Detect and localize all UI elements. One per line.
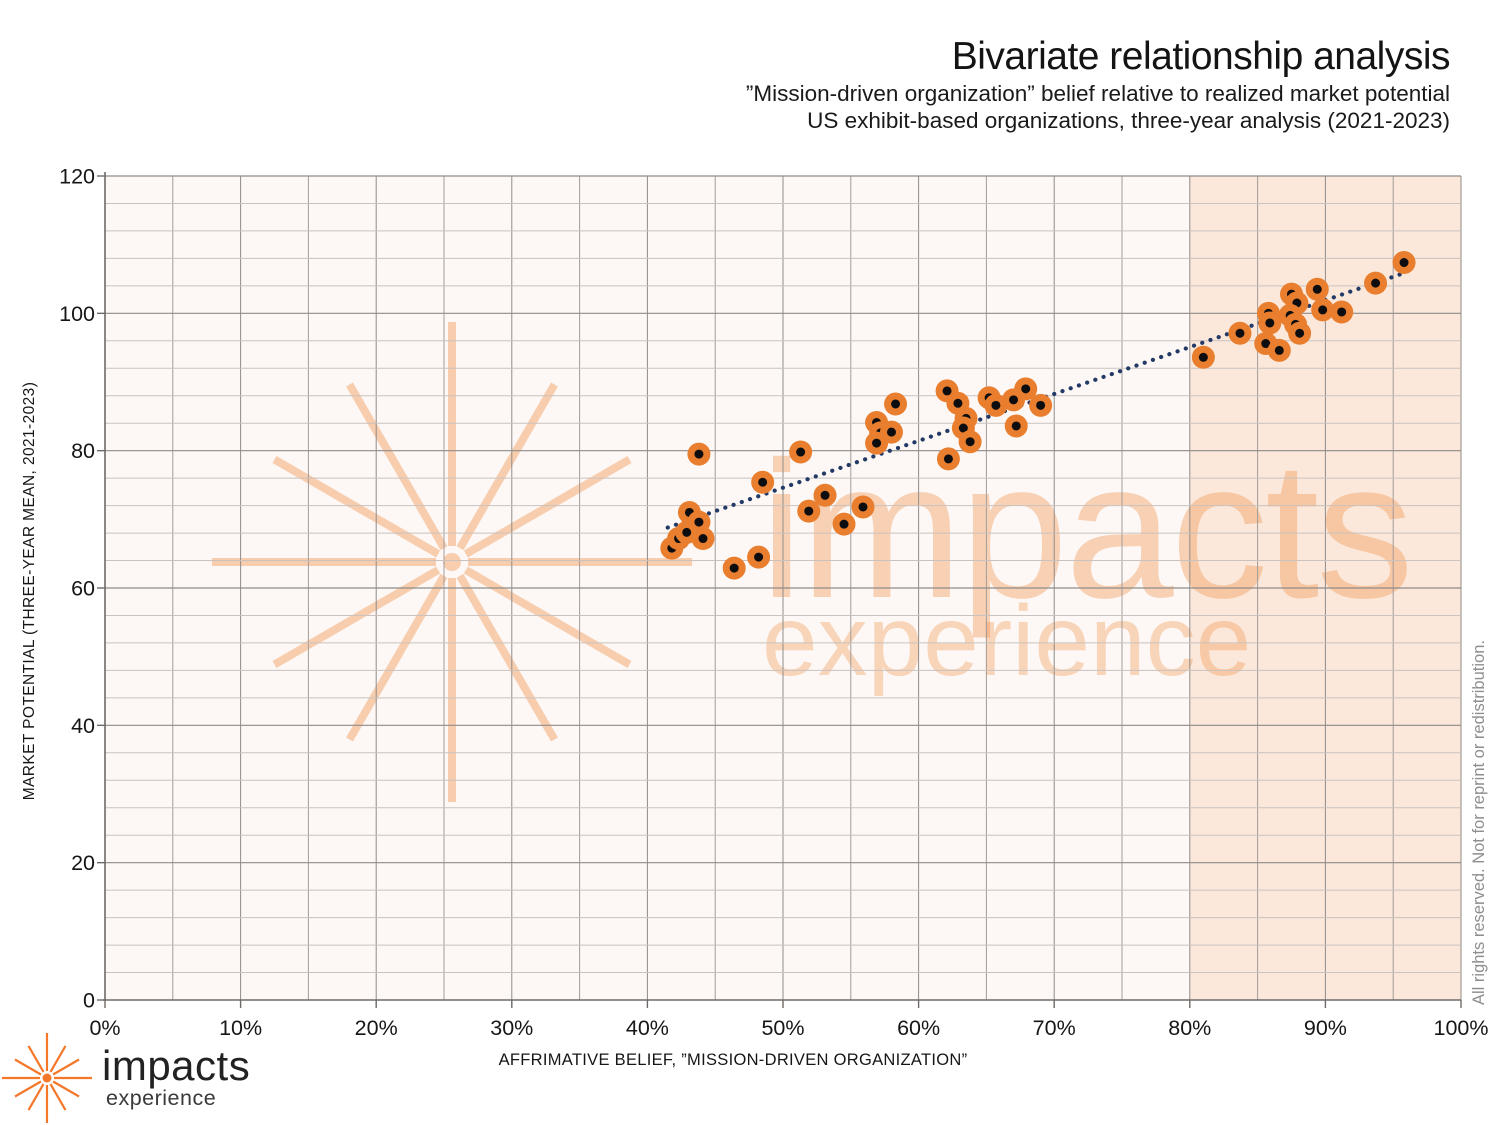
- data-point-center: [858, 502, 868, 512]
- x-tick-label: 100%: [1434, 1016, 1489, 1040]
- starburst-ray: [463, 456, 632, 558]
- starburst-ray: [456, 573, 558, 742]
- tick-label-layer: 0% 10% 20% 30% 40% 50% 60% 70% 80% 90% 100% 0 20 40 60…: [59, 165, 1488, 1041]
- data-point-center: [1371, 278, 1381, 288]
- chart-subtitle-1: ”Mission-driven organization” belief rel…: [745, 81, 1450, 106]
- axis-layer: [97, 172, 1462, 1008]
- data-point-center: [891, 399, 901, 409]
- data-point-center: [953, 398, 963, 408]
- x-tick-label: 0%: [89, 1016, 120, 1040]
- starburst-ray: [272, 456, 441, 558]
- y-tick-label: 0: [83, 989, 95, 1013]
- data-point-center: [1261, 339, 1271, 349]
- chart-header: Bivariate relationship analysis ”Mission…: [745, 34, 1451, 134]
- data-point-center: [1235, 328, 1245, 338]
- trendline-layer: [665, 271, 1405, 530]
- x-tick-label: 40%: [626, 1016, 669, 1040]
- chart-subtitle-2: US exhibit-based organizations, three-ye…: [807, 108, 1450, 133]
- trend-line: [665, 271, 1405, 530]
- y-tick-label: 120: [59, 165, 95, 189]
- data-point-center: [1265, 318, 1275, 328]
- data-point-center: [872, 438, 882, 448]
- logo-starburst-ray: [49, 1083, 67, 1111]
- data-point-center: [796, 447, 806, 457]
- starburst-ray: [272, 566, 441, 668]
- data-point-center: [839, 519, 849, 529]
- data-point-center: [729, 563, 739, 573]
- x-tick-label: 90%: [1304, 1016, 1347, 1040]
- logo-starburst-ray: [27, 1045, 45, 1073]
- watermark-experience: experience: [762, 585, 1251, 697]
- watermark-text-layer: impacts experience: [760, 421, 1414, 697]
- logo-wordmark: impacts: [102, 1042, 251, 1089]
- starburst-center: [443, 553, 461, 571]
- data-point-center: [1312, 284, 1322, 294]
- y-tick-label: 80: [71, 439, 95, 463]
- data-point-center: [1009, 395, 1019, 405]
- starburst-watermark-icon: [212, 322, 692, 802]
- x-axis-title: AFFRIMATIVE BELIEF, ”MISSION-DRIVEN ORGA…: [498, 1051, 968, 1069]
- logo-sub-wordmark: experience: [106, 1086, 217, 1110]
- y-tick-label: 100: [59, 302, 95, 326]
- data-point-center: [804, 506, 814, 516]
- data-point-center: [1198, 352, 1208, 362]
- data-point-center: [1021, 384, 1031, 394]
- data-point-center: [942, 386, 952, 396]
- x-tick-label: 70%: [1033, 1016, 1076, 1040]
- data-point-center: [886, 427, 896, 437]
- data-point-center: [1036, 400, 1046, 410]
- chart-title: Bivariate relationship analysis: [951, 35, 1451, 78]
- data-point-center: [1399, 258, 1409, 268]
- x-tick-label: 10%: [219, 1016, 262, 1040]
- data-point-center: [1337, 307, 1347, 317]
- data-point-center: [820, 490, 830, 500]
- logo-starburst-icon: [2, 1033, 92, 1123]
- data-point-center: [1274, 345, 1284, 355]
- starburst-ray: [346, 573, 448, 742]
- data-point-center: [943, 454, 953, 464]
- x-tick-label: 20%: [355, 1016, 398, 1040]
- x-tick-label: 60%: [897, 1016, 940, 1040]
- logo-starburst-ray: [52, 1080, 80, 1098]
- x-tick-label: 50%: [761, 1016, 804, 1040]
- data-point-center: [965, 437, 975, 447]
- data-point-center: [991, 400, 1001, 410]
- y-axis-title: MARKET POTENTIAL (THREE-YEAR MEAN, 2021-…: [21, 381, 38, 801]
- logo-starburst-ray: [49, 1045, 67, 1073]
- data-point-layer: [660, 251, 1416, 580]
- watermark-impacts: impacts: [760, 421, 1411, 639]
- starburst-ray: [456, 382, 558, 551]
- data-point-center: [694, 517, 704, 527]
- logo-starburst-center: [42, 1073, 52, 1083]
- data-point-center: [698, 534, 708, 544]
- data-point-center: [958, 423, 968, 433]
- y-tick-label: 40: [71, 714, 95, 738]
- data-point-center: [1011, 421, 1021, 431]
- logo-starburst-ray: [14, 1058, 42, 1076]
- x-tick-label: 30%: [490, 1016, 533, 1040]
- data-point-center: [694, 449, 704, 459]
- rights-notice: All rights reserved. Not for reprint or …: [1470, 640, 1488, 1005]
- y-tick-label: 20: [71, 851, 95, 875]
- data-point-center: [1318, 305, 1328, 315]
- gridline-layer: [105, 175, 1462, 1000]
- logo-starburst-ray: [52, 1058, 80, 1076]
- logo-starburst-ray: [14, 1080, 42, 1098]
- logo-starburst-ray: [27, 1083, 45, 1111]
- starburst-ray: [346, 382, 448, 551]
- y-tick-label: 60: [71, 577, 95, 601]
- data-point-center: [682, 527, 692, 537]
- x-tick-label: 80%: [1168, 1016, 1211, 1040]
- starburst-ray: [463, 566, 632, 668]
- data-point-center: [758, 477, 768, 487]
- data-point-center: [754, 552, 764, 562]
- data-point-center: [1295, 328, 1305, 338]
